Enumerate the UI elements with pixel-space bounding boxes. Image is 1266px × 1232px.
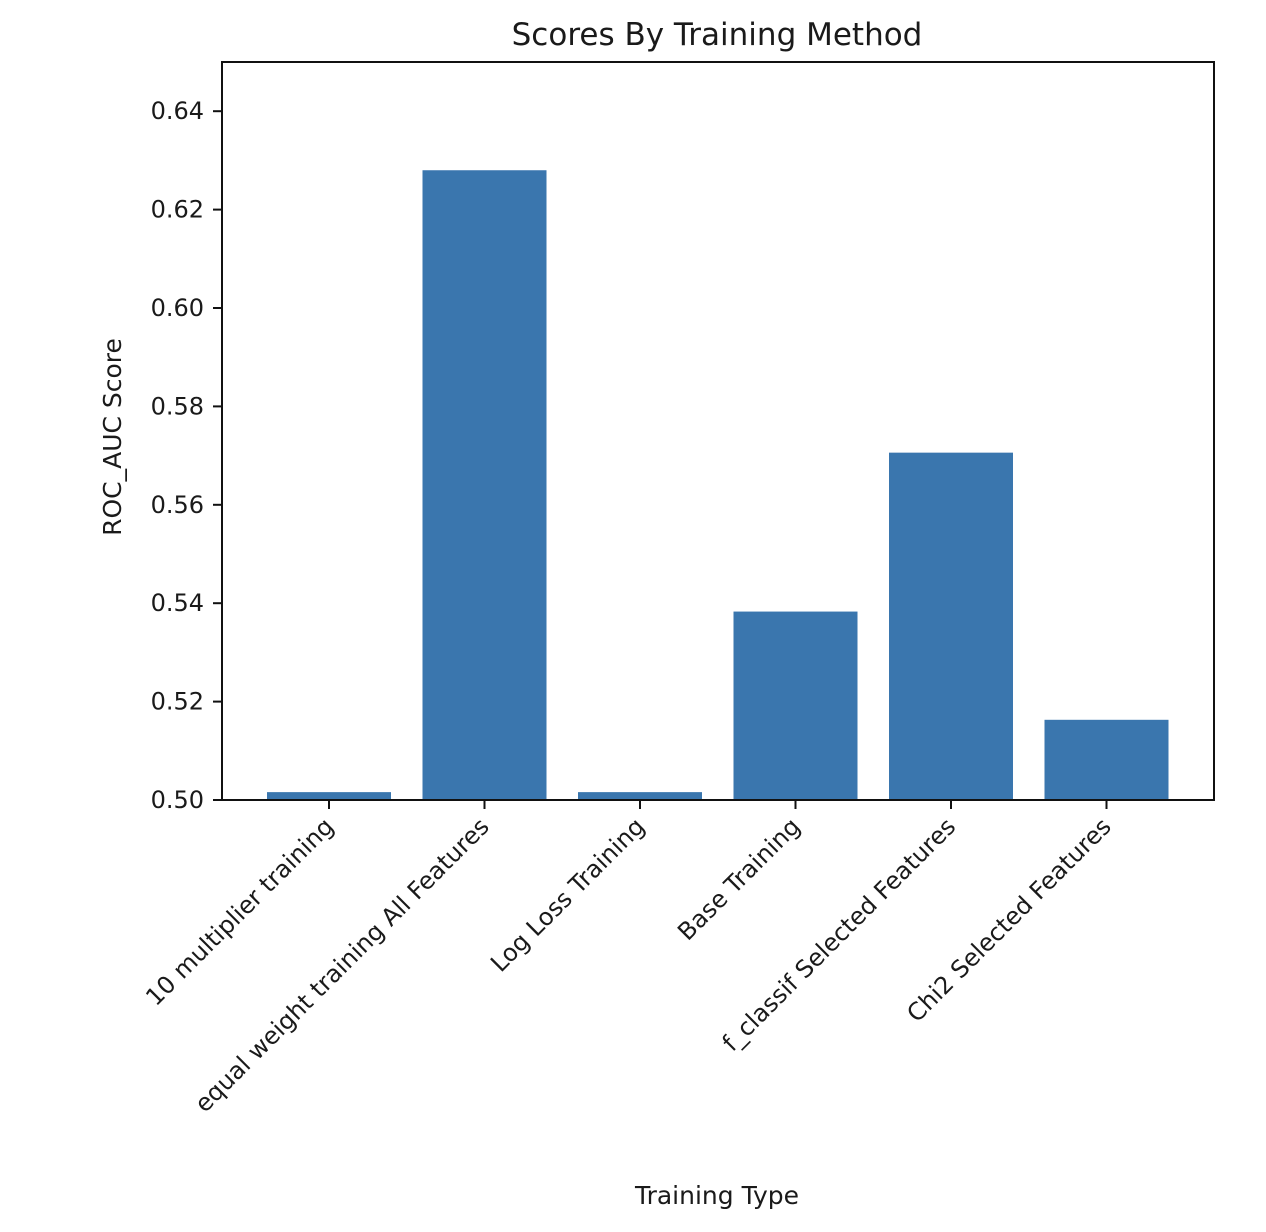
bar-5 — [1044, 719, 1169, 800]
y-tick-label-0: 0.50 — [151, 786, 204, 814]
y-axis: 0.50 0.52 0.54 0.56 0.58 0.60 0.62 0.64 — [151, 97, 222, 814]
x-tick-label-2: Log Loss Training — [485, 812, 650, 977]
y-axis-label: ROC_AUC Score — [98, 338, 127, 536]
x-axis-label: Training Type — [634, 1181, 799, 1210]
bar-3 — [733, 611, 858, 800]
bar-1 — [422, 170, 547, 801]
y-tick-label-5: 0.60 — [151, 294, 204, 322]
bar-0 — [267, 792, 391, 800]
y-tick-label-4: 0.58 — [151, 392, 204, 420]
bars-group — [267, 170, 1169, 801]
plot-frame — [221, 61, 1215, 801]
y-tick-label-2: 0.54 — [151, 589, 204, 617]
y-tick-label-3: 0.56 — [151, 491, 204, 519]
y-tick-label-6: 0.62 — [151, 196, 204, 224]
y-tick-label-1: 0.52 — [151, 688, 204, 716]
bar-2 — [578, 792, 702, 800]
y-tick-label-7: 0.64 — [151, 97, 204, 125]
x-tick-label-1: equal weight training All Features — [189, 812, 494, 1117]
chart-title: Scores By Training Method — [512, 17, 923, 53]
bar-4 — [889, 452, 1013, 800]
x-tick-label-3: Base Training — [672, 812, 805, 945]
